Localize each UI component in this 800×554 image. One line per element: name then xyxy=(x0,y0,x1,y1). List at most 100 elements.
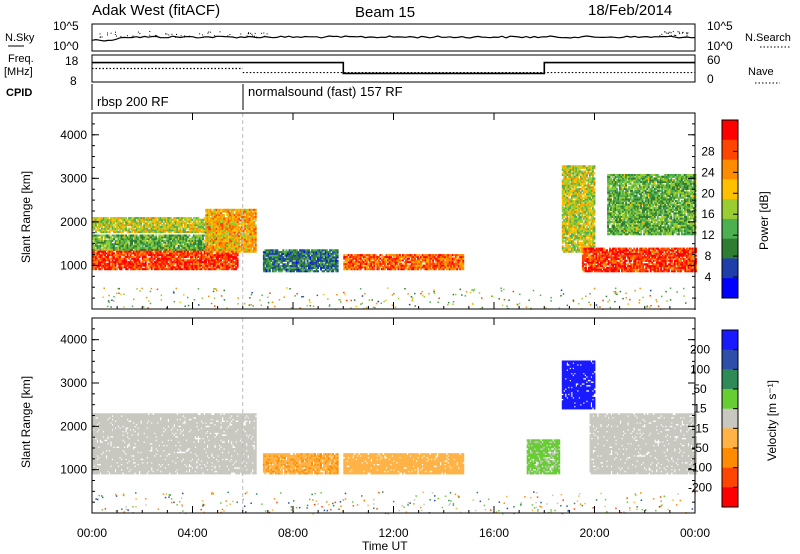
power-cell xyxy=(138,245,141,248)
power-cell xyxy=(129,261,132,264)
power-cell xyxy=(226,222,229,225)
power-cell xyxy=(242,210,245,213)
power-cell xyxy=(214,236,216,239)
power-cell xyxy=(98,266,100,269)
power-cell xyxy=(113,222,115,225)
power-cell xyxy=(132,245,135,248)
power-cell xyxy=(184,254,186,257)
power-cell xyxy=(102,261,105,264)
power-cell xyxy=(105,252,108,255)
power-cell xyxy=(214,255,216,258)
power-cell xyxy=(95,252,97,255)
power-cell xyxy=(212,212,215,215)
power-cell xyxy=(99,224,102,227)
power-cell xyxy=(223,247,226,250)
power-cell xyxy=(221,229,224,232)
power-cell xyxy=(197,259,200,262)
power-cell xyxy=(140,246,143,249)
power-cell xyxy=(190,266,192,269)
power-cell xyxy=(229,219,232,222)
power-cell xyxy=(113,254,115,257)
power-cell xyxy=(190,243,192,246)
power-cell xyxy=(162,222,165,225)
power-cell xyxy=(105,243,108,246)
power-cell xyxy=(180,262,183,265)
power-cell xyxy=(242,240,245,243)
power-cell xyxy=(107,257,109,260)
power-cell xyxy=(196,250,198,253)
power-cell xyxy=(111,261,114,264)
power-cell xyxy=(161,220,164,223)
power-cell xyxy=(208,254,210,257)
power-cell xyxy=(226,257,229,260)
noise-search-dot xyxy=(240,33,242,35)
power-cell xyxy=(131,236,134,239)
power-cell xyxy=(235,231,238,234)
nave-label: Nave xyxy=(748,66,774,78)
power-cell xyxy=(150,234,153,237)
power-cell xyxy=(108,245,111,248)
power-cell xyxy=(336,249,339,252)
power-cell xyxy=(190,245,192,248)
power-cell xyxy=(164,266,167,269)
noise-search-dot xyxy=(664,31,666,33)
power-cell xyxy=(122,266,125,269)
noise-search-dot xyxy=(207,32,209,34)
power-cell xyxy=(230,243,233,246)
power-cell xyxy=(179,217,182,220)
power-cell xyxy=(138,259,141,262)
power-cell xyxy=(196,224,198,227)
cpid-row: CPID rbsp 200 RF normalsound (fast) 157 … xyxy=(6,84,403,110)
power-cell xyxy=(199,222,201,225)
power-cell xyxy=(223,238,226,241)
power-cell xyxy=(223,210,226,213)
power-cell xyxy=(177,225,180,228)
power-cell xyxy=(95,243,97,246)
power-cell xyxy=(211,268,213,271)
power-cell xyxy=(159,266,162,269)
power-cell xyxy=(134,257,137,260)
power-cell xyxy=(226,254,229,257)
power-cell xyxy=(226,220,229,223)
power-cell xyxy=(155,225,158,228)
power-cell xyxy=(155,218,158,221)
noise-search-dot xyxy=(254,35,255,37)
power-cell xyxy=(187,246,189,249)
power-cell xyxy=(203,268,206,271)
power-cell xyxy=(135,241,138,244)
power-cell xyxy=(167,241,170,244)
noise-search-dot xyxy=(256,36,258,38)
power-cell xyxy=(102,229,105,232)
power-cell xyxy=(122,239,125,242)
power-cell xyxy=(119,231,121,234)
power-cell xyxy=(229,248,232,251)
power-cell xyxy=(125,248,128,251)
power-cell xyxy=(236,264,239,267)
freq-left-tick-bottom: 8 xyxy=(70,74,77,88)
power-cell xyxy=(147,264,150,267)
power-cell xyxy=(143,236,146,239)
power-cell xyxy=(217,217,219,220)
power-cell xyxy=(199,227,201,230)
power-cell xyxy=(92,243,94,246)
power-cell xyxy=(194,264,197,267)
power-cell xyxy=(202,254,204,257)
power-cell xyxy=(180,248,183,251)
power-cell xyxy=(217,255,219,258)
power-cell xyxy=(120,261,123,264)
power-cell xyxy=(152,236,155,239)
power-cell xyxy=(224,266,227,269)
power-cell xyxy=(251,208,254,211)
power-cell xyxy=(254,226,257,229)
power-cell xyxy=(242,247,245,250)
power-cell xyxy=(147,217,150,220)
power-cell xyxy=(214,262,216,265)
power-cell xyxy=(96,257,99,260)
power-cell xyxy=(226,233,229,236)
power-cell xyxy=(236,208,239,211)
power-cell xyxy=(126,268,129,271)
power-cell xyxy=(232,259,235,262)
power-cell xyxy=(150,236,153,239)
power-cell xyxy=(111,248,114,251)
power-cell xyxy=(182,264,185,267)
